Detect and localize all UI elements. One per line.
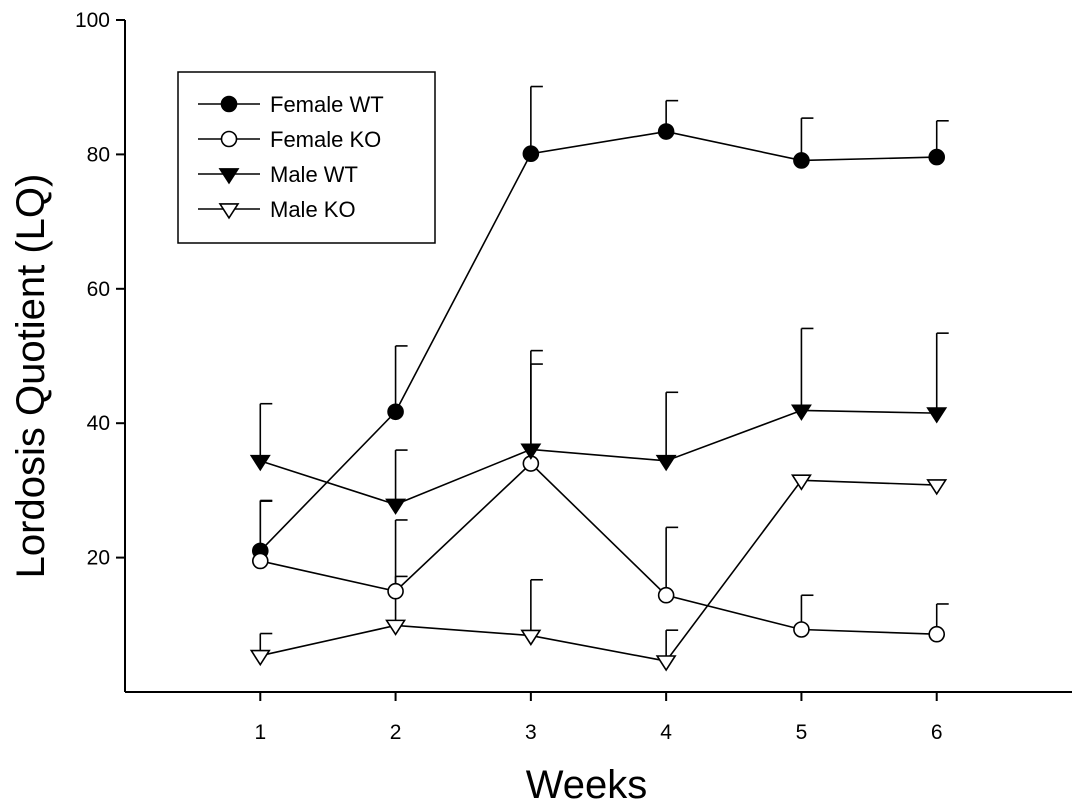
y-axis-title: Lordosis Quotient (LQ) xyxy=(9,174,53,579)
data-point xyxy=(793,621,810,638)
data-point xyxy=(657,123,675,140)
series-line xyxy=(260,479,937,662)
series-lines xyxy=(259,130,937,662)
data-point xyxy=(926,479,948,496)
data-point xyxy=(385,498,407,515)
data-point xyxy=(522,145,540,163)
x-ticks: 1 2 3 4 5 6 xyxy=(254,692,943,744)
y-tick-label: 60 xyxy=(87,278,110,301)
data-point xyxy=(793,152,810,169)
axes xyxy=(124,20,1072,693)
y-tick-label: 100 xyxy=(75,9,110,32)
x-tick-label: 6 xyxy=(931,721,943,744)
y-ticks: 20 40 60 80 100 xyxy=(75,9,125,570)
data-point xyxy=(928,625,946,643)
data-points xyxy=(249,123,948,672)
data-point xyxy=(249,649,271,667)
x-axis-title: Weeks xyxy=(526,763,648,805)
x-tick-label: 2 xyxy=(390,721,402,744)
legend-marker xyxy=(220,130,238,148)
legend-marker xyxy=(218,203,240,220)
x-tick-label: 1 xyxy=(254,721,266,744)
x-tick-label: 5 xyxy=(796,721,808,744)
data-point xyxy=(387,403,404,421)
series-line xyxy=(259,130,937,552)
legend-box xyxy=(177,71,436,244)
data-point xyxy=(249,454,271,472)
x-tick-label: 3 xyxy=(525,721,537,744)
data-point xyxy=(655,454,677,472)
data-point xyxy=(655,655,677,672)
x-tick-label: 4 xyxy=(660,721,672,744)
data-point xyxy=(928,148,946,166)
data-point xyxy=(790,474,812,491)
y-tick-label: 80 xyxy=(87,143,110,166)
series-line xyxy=(260,462,937,636)
error-bars xyxy=(259,85,949,662)
legend-marker xyxy=(218,168,240,185)
legend-label: Female WT xyxy=(270,92,384,117)
data-point xyxy=(790,404,812,421)
y-tick-label: 40 xyxy=(87,412,110,435)
data-point xyxy=(251,552,269,570)
data-point xyxy=(520,443,542,460)
legend: Female WT Female KO Male WT Male KO xyxy=(177,71,436,244)
series-line xyxy=(260,409,937,506)
data-point xyxy=(520,629,542,646)
data-point xyxy=(926,407,948,424)
legend-label: Male WT xyxy=(270,162,358,187)
data-point xyxy=(385,619,407,636)
legend-marker xyxy=(220,95,238,113)
legend-label: Female KO xyxy=(270,127,381,152)
data-point xyxy=(387,582,404,600)
legend-label: Male KO xyxy=(270,197,356,222)
data-point xyxy=(657,586,675,604)
y-tick-label: 20 xyxy=(87,547,110,570)
